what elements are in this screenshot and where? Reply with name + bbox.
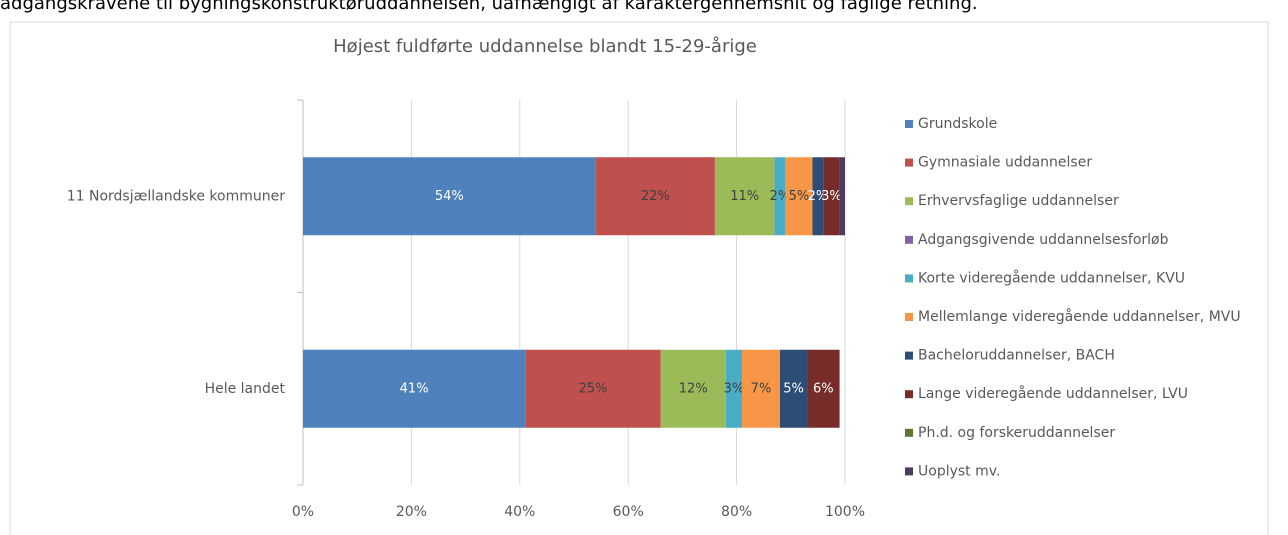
data-label: 22%	[641, 189, 670, 204]
legend-swatch	[905, 390, 913, 399]
bar-segment	[714, 157, 775, 236]
legend-swatch	[905, 120, 913, 128]
bar-segment	[823, 157, 840, 236]
y-tick-label: 11 Nordsjællandske kommuner	[67, 188, 286, 204]
data-label: 2%	[770, 189, 791, 204]
legend-label: Bacheloruddannelser, BACH	[918, 348, 1115, 364]
data-label: 12%	[679, 381, 708, 396]
data-label: 7%	[751, 381, 772, 396]
bar-segment	[785, 157, 813, 236]
chart-frame	[9, 21, 1269, 535]
data-label: 6%	[813, 381, 834, 396]
data-label: 5%	[789, 189, 810, 204]
bar-segment	[725, 349, 743, 428]
bar-segment	[303, 349, 526, 428]
bar-segment	[779, 349, 808, 428]
bar-segment	[742, 349, 780, 428]
legend-label: Erhvervsfaglige uddannelser	[918, 193, 1119, 209]
x-tick-label: 0%	[292, 504, 314, 520]
bar-segment	[839, 157, 845, 236]
bar-segment	[660, 349, 726, 428]
legend-label: Ph.d. og forskeruddannelser	[918, 425, 1115, 441]
legend-swatch	[905, 274, 913, 283]
chart-title: Højest fuldførte uddannelse blandt 15-29…	[333, 36, 757, 57]
data-label: 25%	[579, 381, 608, 396]
legend-label: Lange videregående uddannelser, LVU	[918, 385, 1188, 402]
legend-swatch	[905, 235, 913, 244]
x-tick-label: 100%	[825, 504, 865, 520]
caption: adgangskravene til bygningskonstruktørud…	[0, 0, 978, 14]
data-label: 54%	[435, 189, 464, 204]
x-tick-label: 20%	[396, 504, 427, 520]
legend-swatch	[905, 158, 913, 167]
legend-swatch	[905, 197, 913, 206]
data-label: 3%	[724, 381, 745, 396]
x-tick-label: 40%	[504, 504, 535, 520]
data-label: 11%	[730, 189, 759, 204]
legend-label: Grundskole	[918, 116, 997, 132]
bar-segment	[774, 157, 786, 236]
legend-swatch	[905, 428, 913, 437]
bar-segment	[595, 157, 715, 236]
bar-segment	[525, 349, 661, 428]
legend-swatch	[905, 313, 913, 321]
legend-label: Mellemlange videregående uddannelser, MV…	[918, 308, 1241, 325]
legend-label: Uoplyst mv.	[918, 463, 1000, 479]
bar-segment	[812, 157, 824, 236]
bar-segment	[807, 349, 840, 428]
legend-label: Adgangsgivende uddannelsesforløb	[918, 232, 1169, 248]
legend-label: Gymnasiale uddannelser	[918, 155, 1092, 171]
legend-swatch	[905, 467, 913, 476]
data-label: 2%	[808, 189, 829, 204]
data-label: 41%	[400, 381, 429, 396]
bar-segment	[303, 157, 596, 236]
x-tick-label: 80%	[721, 504, 752, 520]
legend-label: Korte videregående uddannelser, KVU	[918, 269, 1185, 286]
y-tick-label: Hele landet	[205, 381, 286, 397]
legend-swatch	[905, 351, 913, 360]
data-label: 3%	[821, 189, 842, 204]
data-label: 5%	[783, 381, 804, 396]
x-tick-label: 60%	[613, 504, 644, 520]
